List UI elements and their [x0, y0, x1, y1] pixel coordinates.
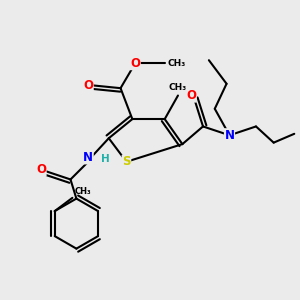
Text: CH₃: CH₃: [168, 58, 186, 68]
Text: S: S: [122, 155, 131, 168]
Text: H: H: [101, 154, 110, 164]
Text: O: O: [83, 79, 93, 92]
Text: O: O: [186, 89, 196, 102]
Text: N: N: [224, 129, 235, 142]
Text: O: O: [36, 163, 46, 176]
Text: N: N: [83, 151, 93, 164]
Text: CH₃: CH₃: [75, 188, 92, 196]
Text: CH₃: CH₃: [169, 83, 187, 92]
Text: O: O: [130, 57, 140, 70]
